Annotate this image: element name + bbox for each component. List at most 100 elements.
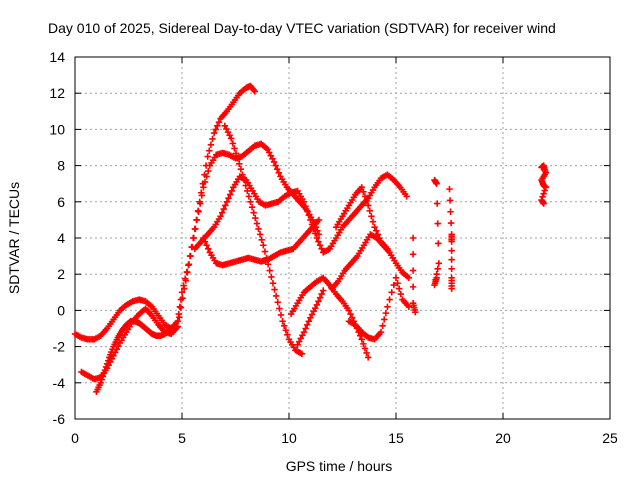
data-point-interp bbox=[104, 357, 112, 364]
data-point bbox=[405, 274, 413, 282]
data-point-interp bbox=[433, 200, 441, 207]
data-point-interp bbox=[280, 322, 288, 329]
data-point-interp bbox=[448, 265, 455, 272]
data-point-interp bbox=[215, 118, 223, 126]
x-tick-label: 0 bbox=[71, 430, 79, 446]
axis-ticks: 0 5 10 15 20 25 -6 -4 -2 0 2 4 6 8 10 12 14 bbox=[49, 49, 618, 446]
data-point bbox=[384, 303, 391, 310]
data-point bbox=[210, 129, 218, 137]
data-point-interp bbox=[274, 166, 281, 173]
data-point-interp bbox=[446, 197, 454, 204]
data-point bbox=[307, 216, 314, 224]
data-point-interp bbox=[256, 231, 264, 238]
data-point bbox=[358, 336, 365, 343]
data-point-interp bbox=[102, 363, 110, 371]
data-point-interp bbox=[348, 314, 356, 321]
data-point-interp bbox=[250, 209, 257, 216]
data-point-interp bbox=[269, 280, 277, 287]
data-point-interp bbox=[98, 376, 105, 383]
data-point-interp bbox=[366, 207, 373, 215]
data-point bbox=[247, 198, 254, 205]
data-point-interp bbox=[245, 193, 253, 200]
data-point-interp bbox=[201, 238, 209, 245]
y-tick-label: -4 bbox=[53, 375, 66, 391]
data-point bbox=[377, 328, 385, 336]
data-point-interp bbox=[271, 286, 278, 293]
data-point bbox=[364, 354, 372, 361]
y-tick-label: 10 bbox=[49, 121, 65, 137]
data-point-interp bbox=[242, 182, 249, 189]
data-point bbox=[313, 234, 321, 242]
data-point-interp bbox=[318, 290, 325, 298]
data-point bbox=[542, 184, 549, 191]
data-point bbox=[217, 213, 224, 220]
data-point-interp bbox=[363, 197, 370, 205]
data-point-interp bbox=[409, 283, 417, 291]
data-point-interp bbox=[303, 207, 311, 215]
data-points bbox=[71, 82, 549, 396]
data-point-interp bbox=[275, 169, 283, 177]
data-point-interp bbox=[272, 162, 279, 169]
data-point-interp bbox=[277, 311, 285, 319]
data-point-interp bbox=[232, 150, 240, 157]
data-point bbox=[193, 216, 201, 224]
data-point bbox=[392, 274, 400, 282]
y-tick-label: 2 bbox=[57, 266, 65, 282]
data-point bbox=[174, 323, 181, 330]
data-point-interp bbox=[434, 265, 441, 272]
data-point-interp bbox=[100, 370, 108, 377]
data-point-interp bbox=[448, 247, 455, 254]
data-point-interp bbox=[229, 140, 237, 147]
data-point-interp bbox=[201, 178, 209, 186]
x-axis-label: GPS time / hours bbox=[286, 458, 393, 474]
data-point-interp bbox=[284, 331, 291, 339]
data-point bbox=[358, 184, 365, 191]
data-point bbox=[174, 318, 181, 325]
y-axis-label: SDTVAR / TECUs bbox=[6, 182, 22, 294]
data-point bbox=[260, 242, 267, 249]
data-point-interp bbox=[373, 227, 380, 234]
data-point bbox=[403, 193, 410, 200]
data-point-interp bbox=[379, 322, 386, 329]
data-point-interp bbox=[396, 285, 403, 292]
data-point bbox=[315, 231, 323, 238]
data-point-interp bbox=[176, 313, 183, 321]
data-point bbox=[240, 176, 248, 184]
data-point bbox=[300, 328, 308, 336]
data-point-interp bbox=[195, 208, 202, 215]
data-point bbox=[409, 234, 417, 242]
data-point bbox=[270, 158, 278, 166]
data-point bbox=[298, 350, 306, 358]
data-point-interp bbox=[276, 305, 283, 312]
data-point-interp bbox=[302, 203, 309, 210]
data-point-interp bbox=[220, 205, 227, 213]
data-point bbox=[266, 267, 273, 274]
data-point-interp bbox=[435, 240, 442, 247]
data-point-interp bbox=[305, 212, 312, 219]
data-point bbox=[187, 252, 194, 260]
data-point bbox=[446, 185, 453, 193]
data-point-interp bbox=[397, 290, 405, 298]
data-point-interp bbox=[103, 360, 111, 367]
data-point bbox=[228, 135, 235, 142]
data-point bbox=[223, 198, 231, 205]
data-point-interp bbox=[315, 298, 322, 305]
data-point bbox=[253, 220, 261, 227]
data-point-interp bbox=[360, 188, 367, 196]
data-point bbox=[101, 366, 109, 374]
data-point bbox=[97, 379, 104, 386]
data-point-interp bbox=[263, 254, 270, 262]
data-point-interp bbox=[261, 248, 269, 255]
data-point bbox=[200, 234, 207, 242]
data-point-interp bbox=[369, 218, 377, 225]
data-point-interp bbox=[388, 289, 395, 296]
data-point-interp bbox=[316, 294, 324, 301]
data-point-interp bbox=[239, 171, 246, 178]
data-point-interp bbox=[376, 234, 383, 242]
data-point-interp bbox=[190, 234, 197, 242]
data-point-interp bbox=[203, 173, 210, 180]
data-point-interp bbox=[258, 236, 265, 244]
data-point-interp bbox=[409, 251, 417, 258]
data-point-interp bbox=[318, 245, 325, 253]
